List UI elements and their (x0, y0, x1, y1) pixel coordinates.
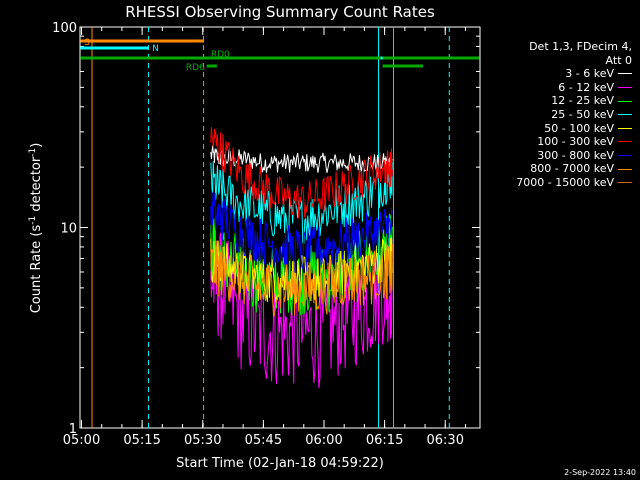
legend-entry-label: 12 - 25 keV (551, 94, 614, 108)
legend-entry-label: 6 - 12 keV (558, 80, 614, 94)
legend-entry: 800 - 7000 keV (482, 162, 632, 176)
y-axis-label-end: ) (29, 143, 44, 148)
x-tick-label: 06:15 (366, 433, 403, 448)
legend-entry-label: 25 - 50 keV (551, 107, 614, 121)
legend-entry-swatch (618, 87, 632, 89)
chart-title: RHESSI Observing Summary Count Rates (125, 3, 435, 21)
x-tick-label: 05:00 (63, 433, 100, 448)
x-tick-label: 05:15 (123, 433, 160, 448)
y-axis-label-mid: detector (29, 156, 44, 216)
flag-bar-label: N (152, 44, 159, 54)
legend-entry: 300 - 800 keV (482, 149, 632, 163)
legend-entry: 100 - 300 keV (482, 135, 632, 149)
y-axis-label-main: Count Rate (s (29, 225, 44, 314)
y-tick-label: 1 (69, 422, 77, 437)
x-tick-label: 06:00 (305, 433, 342, 448)
y-axis-label-sup1: -1 (28, 216, 38, 225)
y-axis-label-sup2: -1 (28, 148, 38, 157)
legend-entry-swatch (618, 141, 632, 143)
legend-entry: 7000 - 15000 keV (482, 176, 632, 190)
legend-entry-swatch (618, 114, 632, 116)
flag-bar-label: RD6 (186, 63, 205, 73)
y-tick-label: 100 (52, 21, 77, 36)
series-line (210, 191, 393, 273)
x-axis-label: Start Time (02-Jan-18 04:59:22) (176, 456, 384, 471)
legend-entry: 25 - 50 keV (482, 108, 632, 122)
legend-entry-label: 100 - 300 keV (537, 135, 614, 149)
legend-entry-swatch (618, 168, 632, 170)
legend-entry-swatch (618, 127, 632, 129)
x-tick-label: 06:30 (427, 433, 464, 448)
x-tick-label: 05:45 (245, 433, 282, 448)
legend-entry-label: 3 - 6 keV (565, 67, 614, 81)
legend-entry: 3 - 6 keV (482, 67, 632, 81)
legend-rows: 3 - 6 keV 6 - 12 keV 12 - 25 keV 25 - 50 ke… (482, 67, 632, 189)
legend-entry-label: 7000 - 15000 keV (516, 175, 614, 189)
legend-header-line-1: Det 1,3, FDecim 4, (529, 40, 632, 53)
series-line (210, 127, 393, 219)
x-tick-label: 05:30 (184, 433, 221, 448)
y-axis-label: Count Rate (s-1 detector-1) (28, 143, 44, 314)
legend-entry-swatch (618, 73, 632, 75)
legend: Det 1,3, FDecim 4, Att 0 3 - 6 keV 6 - 12… (482, 40, 632, 190)
footer-timestamp: 2-Sep-2022 13:40 (564, 468, 636, 477)
legend-entry: 6 - 12 keV (482, 81, 632, 95)
legend-entry-swatch (618, 155, 632, 157)
legend-entry-label: 300 - 800 keV (537, 148, 614, 162)
legend-entry: 12 - 25 keV (482, 94, 632, 108)
legend-entry: 50 - 100 keV (482, 122, 632, 136)
legend-entry-label: 800 - 7000 keV (530, 162, 614, 176)
y-tick-label: 10 (60, 222, 77, 237)
legend-header-line-2: Att 0 (605, 53, 632, 67)
series-line (210, 240, 393, 317)
flag-bar-label: RD0 (211, 50, 230, 60)
flag-bar-label: S (84, 38, 90, 48)
legend-entry-swatch (618, 100, 632, 102)
series-line (210, 161, 393, 244)
legend-entry-swatch (618, 182, 632, 184)
plot-area: 1 10 100 05:00 05:15 05:30 05:45 06:00 06:15 06:3… (52, 21, 481, 448)
legend-entry-label: 50 - 100 keV (544, 121, 614, 135)
